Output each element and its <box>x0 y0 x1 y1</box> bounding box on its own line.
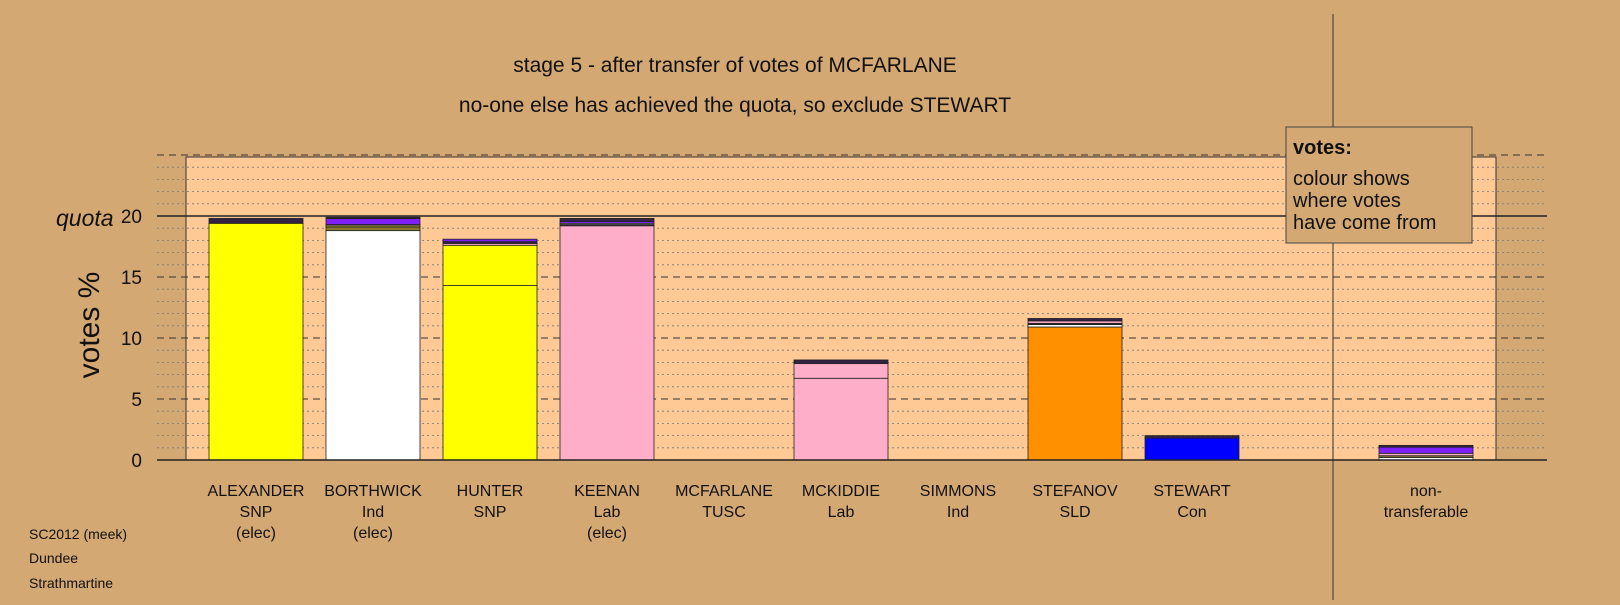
candidate-label-hunter: HUNTER <box>457 483 524 500</box>
legend-box: votes: colour shows where votes have com… <box>1285 126 1473 244</box>
nontransferable-label: non- <box>1410 483 1442 500</box>
bar-stefanov-segment <box>1027 326 1123 461</box>
candidate-label-stewart: Con <box>1177 504 1206 521</box>
nontransferable-label: transferable <box>1384 504 1469 521</box>
quota-label: quota <box>56 205 114 231</box>
chart-title-line1: stage 5 - after transfer of votes of MCF… <box>513 54 957 77</box>
candidate-label-mcfarlane: TUSC <box>702 504 746 521</box>
candidate-labels: ALEXANDER SNP (elec) BORTHWICK Ind (elec) HUNT… <box>208 483 1469 542</box>
bars-group <box>208 216 1474 461</box>
bar-hunter-segment <box>442 244 538 286</box>
y-tick-labels: 0 5 10 15 20 <box>121 207 142 472</box>
candidate-label-mcfarlane: MCFARLANE <box>675 483 773 500</box>
candidate-label-mckiddie: Lab <box>828 504 855 521</box>
bar-stefanov-segment <box>1027 318 1123 322</box>
legend-heading: votes: <box>1293 137 1352 159</box>
bar-stewart-segment <box>1144 437 1240 461</box>
legend-line-2: where votes <box>1292 190 1401 212</box>
bar-alexander-segment <box>208 222 304 461</box>
legend-line-3: have come from <box>1293 212 1436 234</box>
candidate-label-alexander: ALEXANDER <box>208 483 305 500</box>
bar-mckiddie-segment <box>793 359 889 365</box>
y-tick-label: 20 <box>121 207 142 228</box>
candidate-label-mckiddie: MCKIDDIE <box>802 483 880 500</box>
bar-nontransferable-segment <box>1378 446 1474 454</box>
bar-mckiddie-segment <box>793 377 889 461</box>
footer-ward: Strathmartine <box>29 575 113 591</box>
candidate-label-stefanov: SLD <box>1059 504 1090 521</box>
y-axis-label: votes % <box>73 272 106 379</box>
candidate-label-hunter: SNP <box>474 504 507 521</box>
footer-council: Dundee <box>29 550 78 566</box>
y-tick-label: 15 <box>121 268 142 289</box>
footer-election: SC2012 (meek) <box>29 526 127 542</box>
candidate-label-simmons: SIMMONS <box>920 483 996 500</box>
bar-nontransferable-segment <box>1378 444 1474 448</box>
chart-title-line2: no-one else has achieved the quota, so e… <box>459 94 1011 117</box>
y-tick-label: 5 <box>131 390 142 411</box>
candidate-label-alexander: SNP <box>240 504 273 521</box>
y-tick-label: 0 <box>131 451 142 472</box>
candidate-label-keenan: KEENAN <box>574 483 640 500</box>
legend-line-1: colour shows <box>1293 168 1410 190</box>
candidate-label-alexander: (elec) <box>236 525 276 542</box>
candidate-label-borthwick: (elec) <box>353 525 393 542</box>
bar-borthwick-segment <box>325 216 421 219</box>
bar-borthwick-segment <box>325 226 421 232</box>
candidate-label-borthwick: Ind <box>362 504 384 521</box>
bar-alexander-segment <box>208 218 304 224</box>
bar-borthwick-segment <box>325 230 421 461</box>
bar-keenan-segment <box>559 225 655 461</box>
bar-mckiddie-segment <box>793 363 889 379</box>
candidate-label-keenan: Lab <box>594 504 621 521</box>
candidate-label-stewart: STEWART <box>1153 483 1231 500</box>
y-tick-label: 10 <box>121 329 142 350</box>
bar-hunter-segment <box>442 238 538 243</box>
candidate-label-keenan: (elec) <box>587 525 627 542</box>
bar-stewart-segment <box>1144 435 1240 439</box>
candidate-label-borthwick: BORTHWICK <box>324 483 422 500</box>
bar-borthwick-segment <box>325 218 421 225</box>
candidate-label-simmons: Ind <box>947 504 969 521</box>
bar-hunter-segment <box>442 285 538 461</box>
bar-keenan-segment <box>559 218 655 222</box>
candidate-label-stefanov: STEFANOV <box>1032 483 1118 500</box>
legend-frame <box>1285 126 1473 244</box>
